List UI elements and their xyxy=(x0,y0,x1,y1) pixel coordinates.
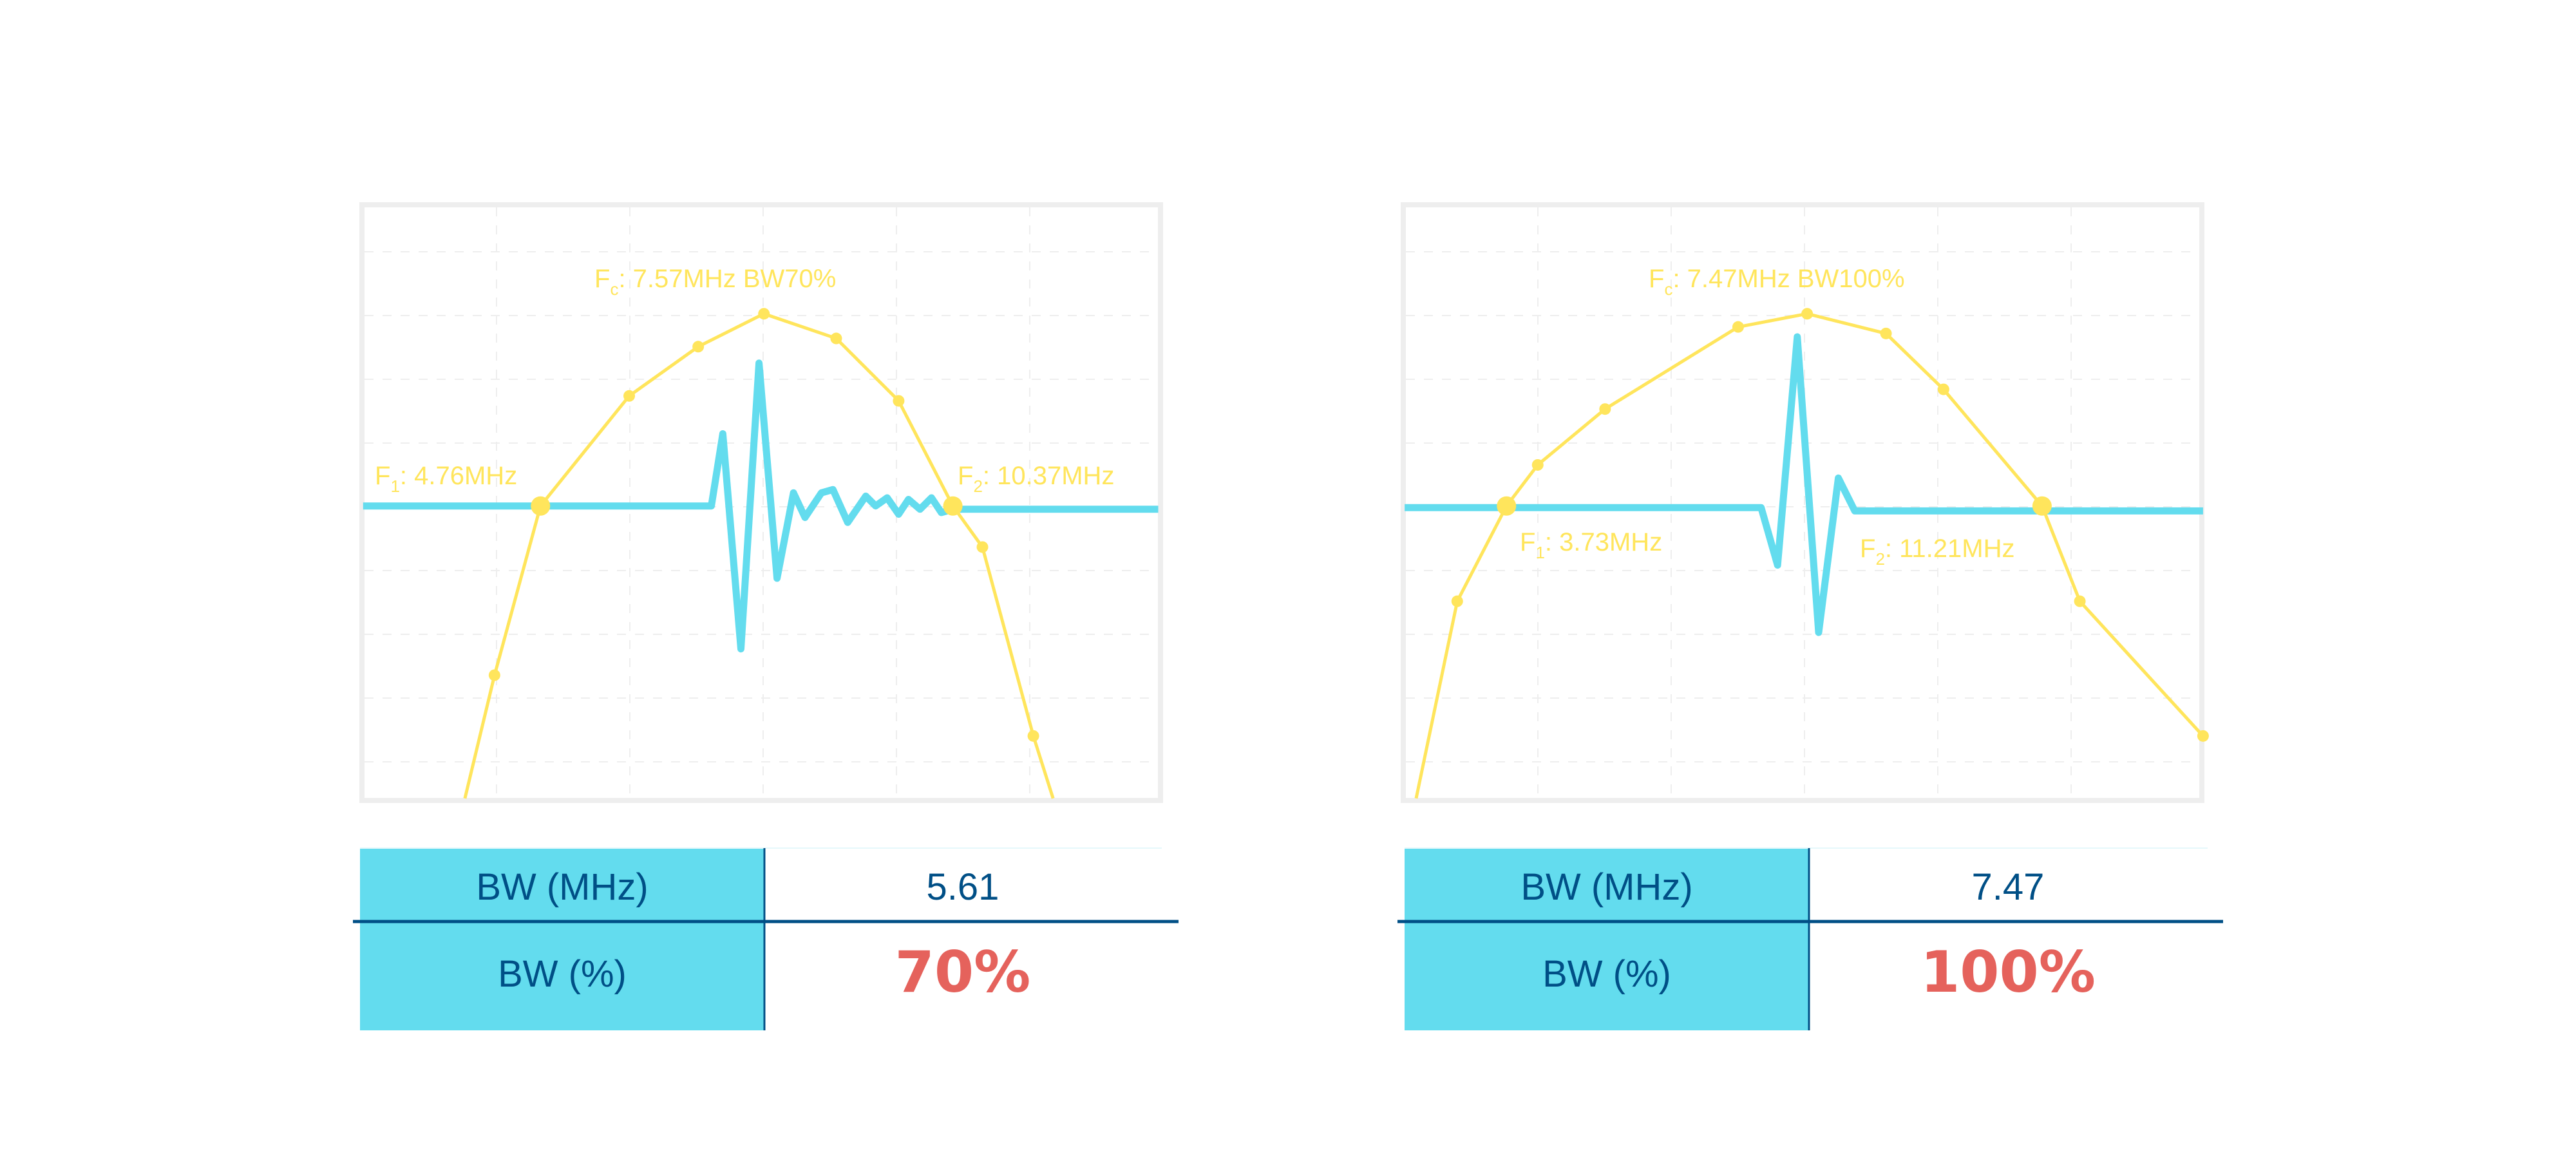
row-label-bw-percent: BW (%) xyxy=(498,953,627,995)
spectrum-point xyxy=(893,395,905,407)
table-header-column xyxy=(360,848,764,1030)
spectrum-point xyxy=(1027,730,1039,742)
spectrum-point xyxy=(830,332,842,345)
spectrum-point xyxy=(1451,595,1463,607)
f1-annotation: F1: 3.73MHz xyxy=(1520,528,1662,562)
cutoff-point xyxy=(943,496,963,516)
spectrum-points xyxy=(488,308,1039,742)
chart-right: Fc: 7.47MHz BW100% F1: 3.73MHz F2: 11.21… xyxy=(1401,202,2209,803)
spectrum-points xyxy=(1451,308,2209,742)
row-label-bw-mhz: BW (MHz) xyxy=(1520,866,1692,908)
f2-annotation: F2: 10.37MHz xyxy=(958,462,1114,496)
spectrum-point xyxy=(1531,459,1544,471)
chart-frame xyxy=(1401,202,2204,803)
row-value-bw-mhz: 7.47 xyxy=(1972,866,2045,908)
cutoff-point xyxy=(531,496,551,516)
pulse-waveform-line xyxy=(1405,333,2203,636)
table-right: BW (MHz) 7.47 BW (%) 100% xyxy=(1397,847,2223,1030)
row-value-bw-percent: 100% xyxy=(1920,939,2096,1005)
f1-annotation: F1: 4.76MHz xyxy=(375,462,517,496)
spectrum-point xyxy=(1732,321,1744,333)
chart-left: Fc: 7.57MHz BW70% F1: 4.76MHz F2: 10.37M… xyxy=(359,202,1163,803)
table-header-column xyxy=(1405,848,1809,1030)
spectrum-point xyxy=(488,669,500,681)
spectrum-point xyxy=(2197,730,2209,742)
row-label-bw-mhz: BW (MHz) xyxy=(476,866,648,908)
spectrum-line xyxy=(1414,312,2204,799)
row-label-bw-percent: BW (%) xyxy=(1542,953,1671,995)
fc-annotation: Fc: 7.47MHz BW100% xyxy=(1649,265,1905,299)
spectrum-point xyxy=(2074,595,2086,607)
table-left: BW (MHz) 5.61 BW (%) 70% xyxy=(353,847,1179,1030)
spectrum-point xyxy=(1599,403,1611,415)
cutoff-point xyxy=(1497,496,1517,516)
pulse-waveform-line xyxy=(363,359,1159,653)
cutoff-point xyxy=(2032,496,2052,516)
spectrum-point xyxy=(1937,383,1949,395)
spectrum-point xyxy=(976,541,989,553)
spectrum-point xyxy=(692,341,705,353)
row-value-bw-mhz: 5.61 xyxy=(927,866,999,908)
fc-annotation: Fc: 7.57MHz BW70% xyxy=(594,265,836,299)
spectrum-point xyxy=(758,308,770,320)
spectrum-point xyxy=(623,390,636,402)
f2-annotation: F2: 11.21MHz xyxy=(1860,534,2014,569)
spectrum-point xyxy=(1801,308,1814,320)
row-value-bw-percent: 70% xyxy=(895,939,1031,1005)
spectrum-point xyxy=(1880,327,1892,339)
spectrum-line xyxy=(463,312,1055,799)
